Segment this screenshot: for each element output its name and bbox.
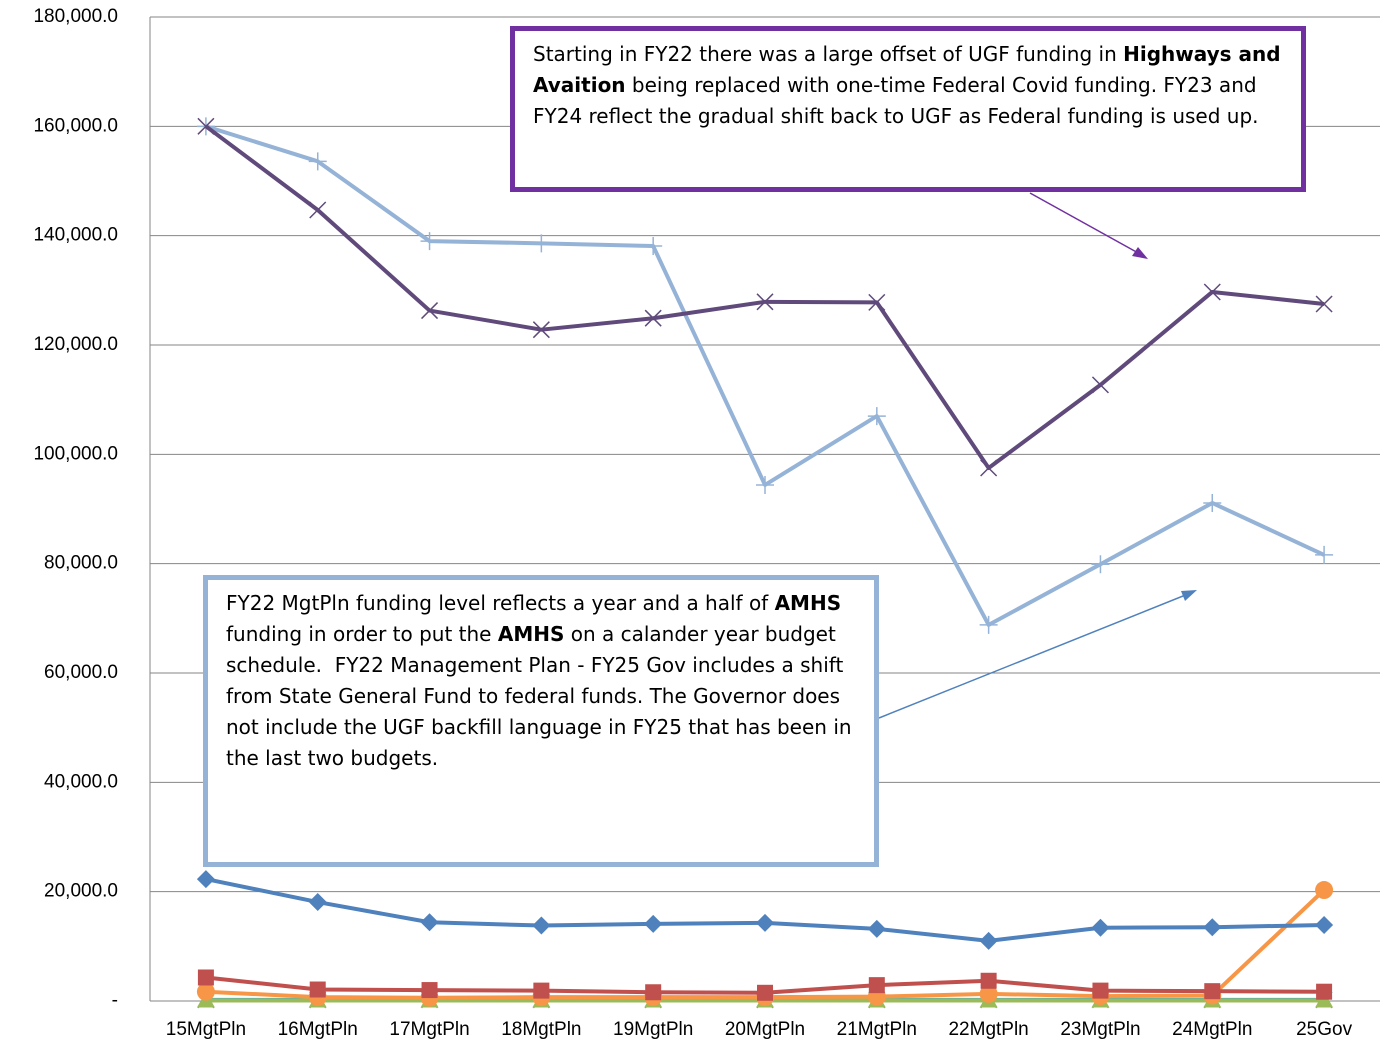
x-tick-label: 18MgtPln <box>501 1019 581 1040</box>
marker <box>1091 555 1110 574</box>
annotation: Starting in FY22 there was a large offse… <box>510 26 1306 192</box>
plot: - 20,000.0 40,000.0 60,000.0 80,000.0 100,000… <box>33 6 1380 1040</box>
marker <box>756 913 774 932</box>
y-tick-label: 180,000.0 <box>33 6 118 27</box>
x-tick-label: 24MgtPln <box>1172 1019 1252 1040</box>
arrow <box>878 593 1189 719</box>
marker <box>644 914 663 933</box>
marker <box>532 321 550 339</box>
marker <box>979 931 998 950</box>
y-tick-label: 80,000.0 <box>44 553 118 574</box>
marker <box>1316 983 1333 1000</box>
marker <box>1091 376 1109 394</box>
marker <box>1092 982 1109 999</box>
marker <box>420 232 439 251</box>
marker <box>308 152 327 171</box>
y-tick-label: 60,000.0 <box>44 662 118 683</box>
marker <box>1203 283 1221 301</box>
marker <box>756 293 774 311</box>
x-tick-label: 22MgtPln <box>948 1019 1028 1040</box>
annotation-text: being replaced with one-time Federal Cov… <box>533 73 1263 128</box>
marker <box>757 984 773 1001</box>
marker <box>980 459 998 477</box>
y-tick-label: 120,000.0 <box>33 334 118 355</box>
marker <box>308 893 327 912</box>
marker <box>197 117 215 135</box>
y-tick-label: 160,000.0 <box>33 115 118 136</box>
annotation-text: on a calander year budget schedule. FY22… <box>226 622 858 770</box>
marker <box>868 977 885 994</box>
annotation-text: Starting in FY22 there was a large offse… <box>533 42 1124 66</box>
series-line <box>205 888 1326 1000</box>
marker <box>644 237 663 256</box>
arrow-head <box>1132 247 1148 259</box>
annotation-text: FY22 MgtPln funding level reflects a yea… <box>226 591 775 615</box>
marker <box>421 302 439 320</box>
annotation-text: Highways and Avaition <box>533 42 1288 97</box>
annotation-text: AMHS <box>774 591 842 615</box>
marker <box>420 913 439 932</box>
x-tick-label: 15MgtPln <box>166 1019 246 1040</box>
marker <box>532 916 551 935</box>
y-tick-label: 100,000.0 <box>33 443 118 464</box>
marker <box>197 969 214 986</box>
marker <box>868 293 886 311</box>
marker <box>979 984 998 1003</box>
marker <box>1315 881 1334 900</box>
marker <box>533 982 550 999</box>
marker <box>1091 918 1110 937</box>
marker <box>1204 983 1221 1000</box>
x-tick-label: 25Gov <box>1296 1019 1352 1040</box>
series-line <box>205 124 1325 627</box>
marker <box>1203 493 1222 512</box>
annotation-text: AMHS <box>497 622 565 646</box>
x-tick-label: 16MgtPln <box>278 1019 358 1040</box>
annotation-text: funding in order to put the <box>226 591 848 646</box>
y-tick-label: - <box>112 990 118 1011</box>
x-tick-label: 19MgtPln <box>613 1019 693 1040</box>
x-tick-label: 23MgtPln <box>1060 1019 1140 1040</box>
y-tick-label: 20,000.0 <box>44 881 118 902</box>
marker <box>756 475 774 494</box>
annotation: FY22 MgtPln funding level reflects a yea… <box>203 575 879 867</box>
arrow-head <box>1181 590 1197 601</box>
marker <box>196 982 215 1001</box>
marker <box>309 201 327 219</box>
marker <box>421 982 438 999</box>
y-tick-label: 140,000.0 <box>33 225 118 246</box>
marker <box>1315 295 1333 313</box>
marker <box>196 870 215 889</box>
x-tick-label: 20MgtPln <box>725 1019 805 1040</box>
marker <box>644 309 662 327</box>
marker <box>1315 545 1334 564</box>
y-tick-label: 40,000.0 <box>44 771 118 792</box>
marker <box>867 407 886 426</box>
marker <box>645 984 662 1001</box>
x-tick-label: 21MgtPln <box>837 1019 917 1040</box>
marker <box>867 919 886 938</box>
marker <box>532 234 551 253</box>
marker <box>1203 918 1222 937</box>
marker <box>980 972 997 989</box>
marker <box>1315 916 1334 935</box>
marker <box>309 981 326 998</box>
marker <box>979 615 998 634</box>
x-tick-label: 17MgtPln <box>389 1019 469 1040</box>
arrow <box>1029 192 1141 255</box>
